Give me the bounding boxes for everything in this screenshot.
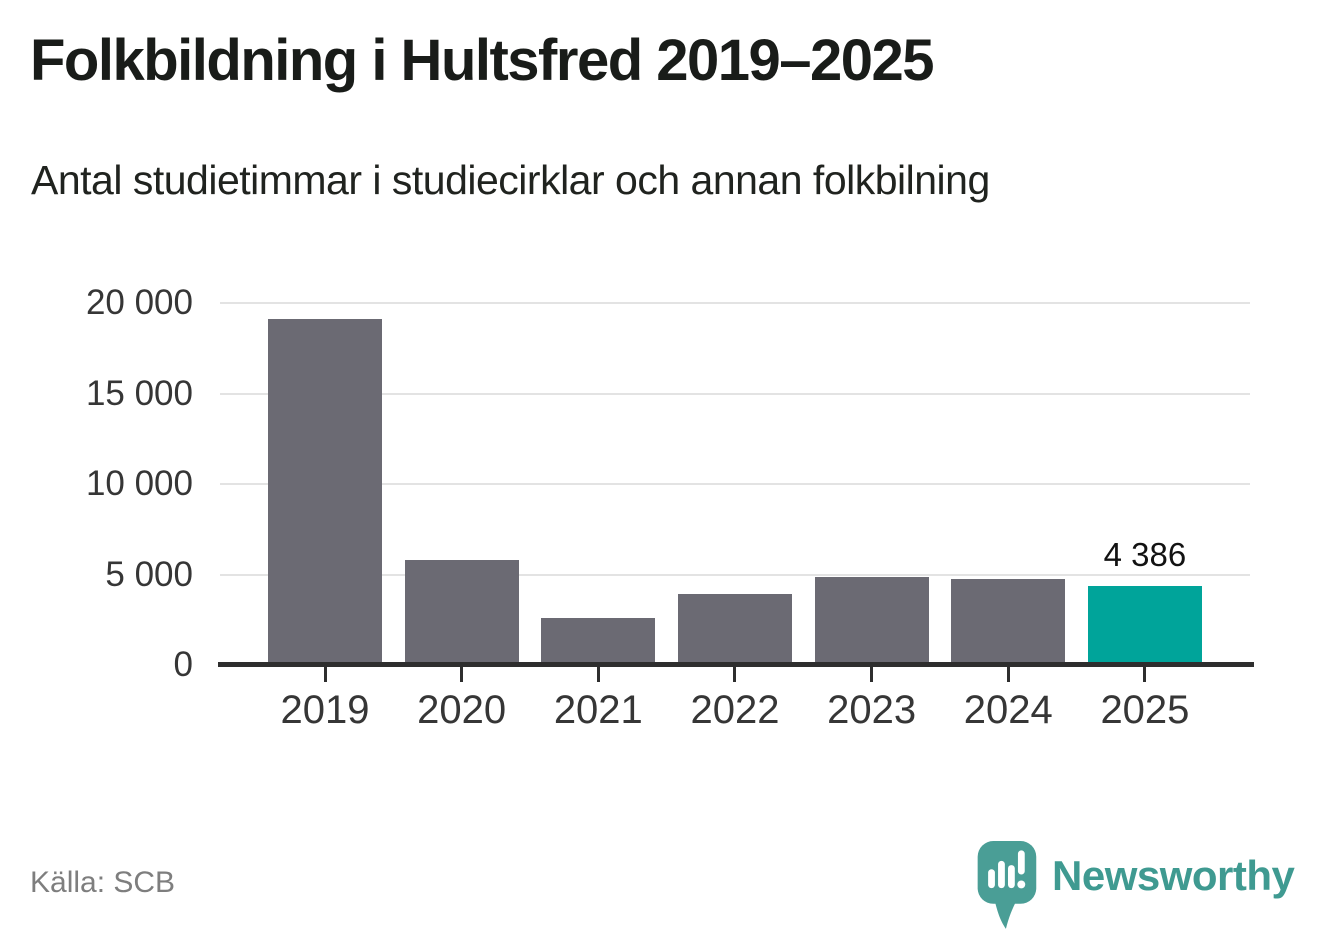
plot-area: 4 386 bbox=[220, 302, 1250, 665]
bar-2020 bbox=[404, 560, 519, 665]
tick-mark bbox=[323, 667, 327, 682]
tick-slot bbox=[541, 667, 655, 682]
bar-slot-2023 bbox=[814, 303, 929, 665]
brand-logo: Newsworthy bbox=[977, 841, 1295, 931]
tick-slot bbox=[951, 667, 1065, 682]
y-axis-label: 5 000 bbox=[105, 554, 193, 594]
tick-slot bbox=[1088, 667, 1202, 682]
bar-2023 bbox=[814, 577, 929, 665]
bar-slot-2021 bbox=[541, 303, 656, 665]
x-axis-label-2022: 2022 bbox=[690, 688, 780, 732]
newsworthy-bubble-icon bbox=[977, 841, 1037, 929]
chart-title: Folkbildning i Hultsfred 2019–2025 bbox=[30, 28, 935, 93]
bar-slot-2022 bbox=[677, 303, 792, 665]
ticks-row bbox=[220, 667, 1250, 682]
tick-mark bbox=[460, 667, 464, 682]
tick-mark bbox=[1143, 667, 1147, 682]
x-axis-label-2019: 2019 bbox=[280, 688, 370, 732]
tick-mark bbox=[1006, 667, 1010, 682]
tick-slot bbox=[815, 667, 929, 682]
tick-slot bbox=[268, 667, 382, 682]
x-axis-label-2024: 2024 bbox=[963, 688, 1053, 732]
bar-2022 bbox=[677, 594, 792, 665]
bar-slot-2019 bbox=[268, 303, 382, 665]
y-axis-label: 15 000 bbox=[85, 373, 193, 413]
y-axis-label: 0 bbox=[173, 645, 193, 684]
gridline bbox=[220, 573, 1250, 576]
tick-slot bbox=[405, 667, 519, 682]
tick-slot bbox=[678, 667, 792, 682]
x-axis-labels: 2019 2020 2021 2022 2023 2024 2025 bbox=[220, 688, 1250, 733]
gridline bbox=[220, 392, 1250, 395]
bar-2025 bbox=[1087, 585, 1202, 665]
tick-mark bbox=[870, 667, 874, 682]
x-axis-label-2023: 2023 bbox=[827, 688, 917, 732]
bar-slot-2024 bbox=[951, 303, 1066, 665]
y-axis-label: 20 000 bbox=[85, 283, 193, 322]
tick-mark bbox=[733, 667, 737, 682]
y-axis: 20 000 15 000 10 000 5 000 0 bbox=[0, 283, 193, 684]
bar-2024 bbox=[951, 579, 1066, 665]
bar-2019 bbox=[268, 319, 382, 665]
bar-slot-2020 bbox=[404, 303, 519, 665]
x-axis-label-2020: 2020 bbox=[417, 688, 507, 732]
x-axis-label-2025: 2025 bbox=[1100, 688, 1190, 732]
gridline bbox=[220, 483, 1250, 485]
gridline bbox=[220, 302, 1250, 304]
chart-subtitle: Antal studietimmar i studiecirklar och a… bbox=[31, 157, 990, 203]
bar-slot-2025: 4 386 bbox=[1087, 303, 1202, 665]
bar-value-label-2025: 4 386 bbox=[1103, 535, 1187, 573]
tick-mark bbox=[596, 667, 600, 682]
axis-baseline bbox=[218, 662, 1254, 667]
brand-wordmark: Newsworthy bbox=[1052, 852, 1295, 899]
y-axis-label: 10 000 bbox=[85, 464, 193, 503]
bars-row: 4 386 bbox=[220, 303, 1250, 665]
bar-2021 bbox=[541, 617, 656, 665]
source-note: Källa: SCB bbox=[30, 866, 176, 899]
x-axis-label-2021: 2021 bbox=[553, 688, 643, 732]
